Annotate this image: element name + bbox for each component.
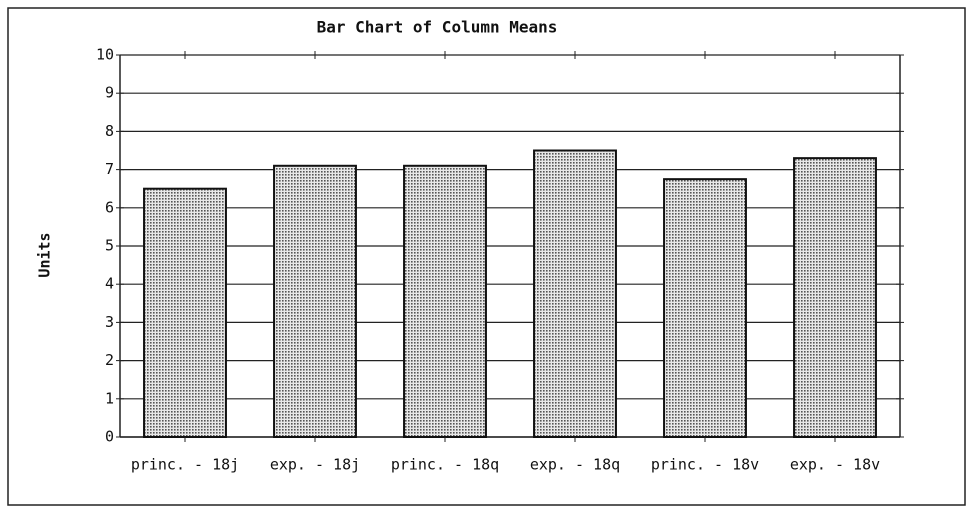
x-tick-label: exp. - 18j (270, 456, 360, 474)
bar (663, 178, 747, 438)
x-tick-label: exp. - 18v (790, 456, 880, 474)
y-tick-label: 4 (105, 275, 114, 293)
y-tick-label: 9 (105, 84, 114, 102)
y-tick-label: 8 (105, 122, 114, 140)
x-tick-label: exp. - 18q (530, 456, 620, 474)
bar (793, 157, 877, 438)
y-tick-label: 10 (96, 46, 114, 64)
bar (273, 164, 357, 438)
y-tick-label: 5 (105, 237, 114, 255)
chart-title: Bar Chart of Column Means (317, 18, 558, 37)
y-tick-label: 3 (105, 313, 114, 331)
x-tick-label: princ. - 18q (391, 456, 499, 474)
y-tick-label: 2 (105, 351, 114, 369)
x-tick-label: princ. - 18j (131, 456, 239, 474)
y-axis-label: Units (36, 232, 54, 277)
x-tick-label: princ. - 18v (651, 456, 759, 474)
y-tick-label: 6 (105, 198, 114, 216)
bar (403, 164, 487, 438)
y-tick-label: 1 (105, 389, 114, 407)
bar (143, 187, 227, 438)
bar (533, 149, 617, 438)
y-tick-label: 7 (105, 160, 114, 178)
frame (7, 7, 966, 506)
y-tick-label: 0 (105, 428, 114, 446)
